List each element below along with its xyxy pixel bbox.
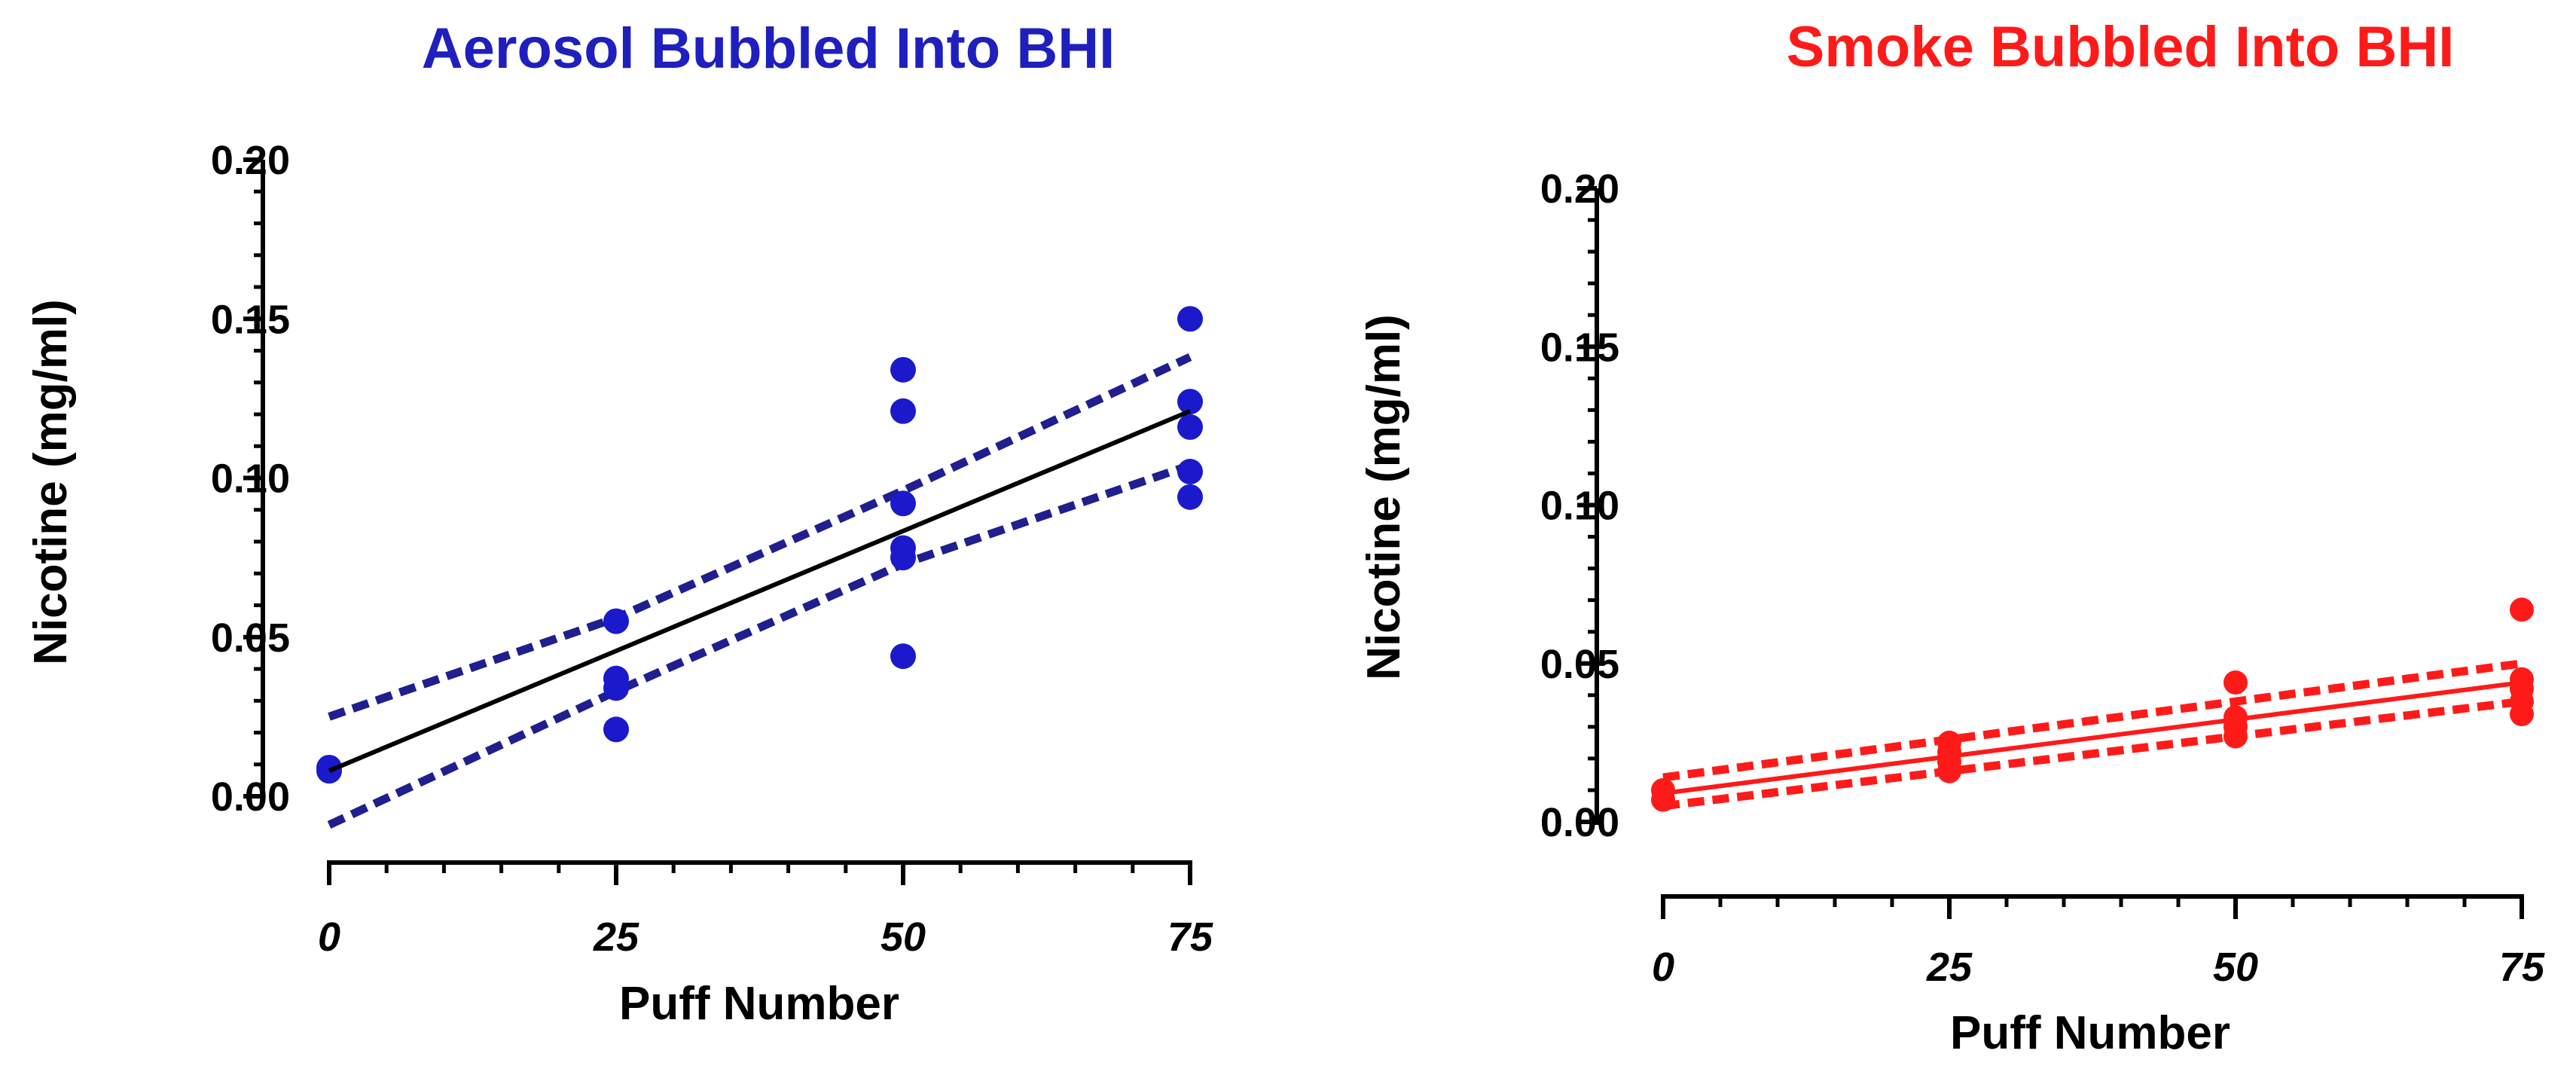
ci-lower-band — [327, 461, 1192, 829]
regression-line — [1662, 680, 2523, 796]
x-tick-label: 25 — [1926, 945, 1973, 990]
ci-lower-band — [1662, 697, 2523, 811]
data-point — [1177, 389, 1203, 415]
data-point — [2510, 597, 2534, 622]
y-tick-label: 0.15 — [1540, 325, 1619, 370]
x-tick-label: 50 — [881, 915, 926, 960]
x-tick-label: 75 — [2499, 945, 2545, 990]
y-tick-label: 0.00 — [211, 774, 290, 820]
data-point — [890, 356, 916, 383]
chart-title: Aerosol Bubbled Into BHI — [422, 17, 1115, 81]
data-point — [2223, 670, 2248, 695]
data-point — [890, 643, 916, 670]
data-point — [890, 545, 916, 571]
data-point — [603, 716, 629, 743]
chart-panel-smoke: Smoke Bubbled Into BHI 0.00 0.05 0.10 0.15 0.… — [1358, 15, 2545, 1059]
x-tick-label: 25 — [593, 915, 639, 960]
data-point — [2510, 702, 2534, 727]
data-point — [1937, 759, 1961, 783]
y-axis-title: Nicotine (mg/ml) — [1358, 314, 1410, 680]
data-point — [2223, 724, 2248, 749]
y-tick-label: 0.15 — [211, 297, 290, 342]
data-point — [1177, 459, 1203, 485]
regression-line — [328, 409, 1192, 773]
chart-title: Smoke Bubbled Into BHI — [1787, 15, 2455, 79]
x-tick-label: 50 — [2213, 945, 2258, 990]
data-point — [890, 490, 916, 517]
y-tick-label: 0.05 — [1540, 642, 1619, 687]
y-tick-label: 0.00 — [1540, 800, 1619, 845]
y-axis-title: Nicotine (mg/ml) — [25, 299, 77, 665]
data-point — [1177, 484, 1203, 510]
x-tick-label: 0 — [318, 915, 340, 960]
x-axis-title: Puff Number — [1950, 1007, 2230, 1059]
data-point — [1177, 306, 1203, 332]
x-tick-label: 75 — [1167, 915, 1213, 960]
data-point — [603, 675, 629, 701]
data-point — [1177, 414, 1203, 440]
x-axis-title: Puff Number — [619, 978, 899, 1030]
y-tick-label: 0.05 — [211, 615, 290, 661]
x-tick-label: 0 — [1652, 945, 1674, 990]
data-point — [603, 608, 629, 634]
ci-upper-band — [328, 353, 1192, 721]
chart-panel-aerosol: Aerosol Bubbled Into BHI 0.00 0.05 0.10 0.15… — [25, 17, 1213, 1030]
ci-upper-band — [1662, 659, 2523, 782]
y-tick-label: 0.10 — [1540, 484, 1619, 529]
y-tick-label: 0.10 — [211, 457, 290, 502]
y-tick-label: 0.20 — [1540, 166, 1619, 212]
y-tick-label: 0.20 — [211, 138, 290, 183]
data-point — [890, 398, 916, 424]
